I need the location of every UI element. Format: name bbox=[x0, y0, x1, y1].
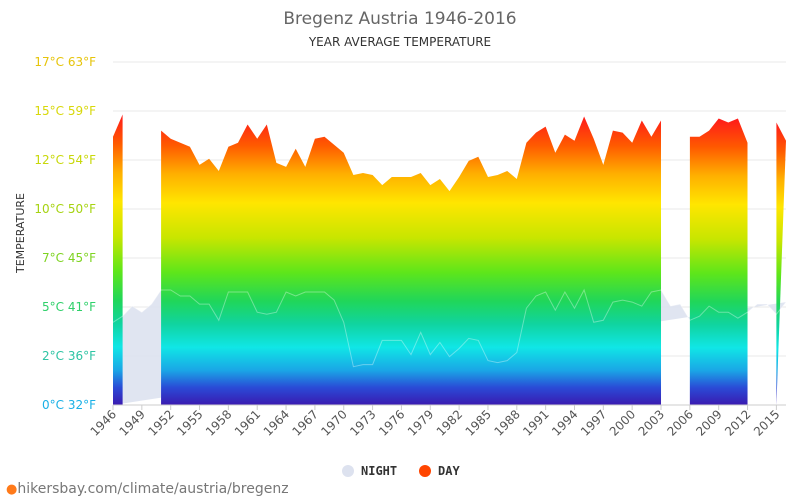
y-tick-label: 5°C 41°F bbox=[42, 300, 96, 314]
x-axis-ticks: 1946194919521955195819611964196719701973… bbox=[88, 404, 786, 439]
x-tick-label: 1964 bbox=[261, 407, 292, 438]
legend-night-label: NIGHT bbox=[361, 464, 397, 478]
x-tick-label: 2009 bbox=[693, 407, 724, 438]
source-link[interactable]: ●hikersbay.com/climate/austria/bregenz bbox=[6, 481, 289, 497]
x-tick-label: 2000 bbox=[607, 407, 638, 438]
day-area bbox=[776, 122, 786, 405]
x-tick-label: 1976 bbox=[376, 407, 407, 438]
x-tick-label: 2003 bbox=[636, 407, 667, 438]
day-series bbox=[113, 114, 786, 405]
legend-night-marker bbox=[342, 465, 354, 477]
y-axis-ticks: 0°C 32°F 2°C 36°F 5°C 41°F 7°C 45°F 10°C 50°… bbox=[34, 55, 96, 412]
x-tick-label: 1967 bbox=[290, 407, 321, 438]
day-area bbox=[689, 118, 748, 405]
x-tick-label: 1949 bbox=[116, 407, 147, 438]
chart-subtitle: YEAR AVERAGE TEMPERATURE bbox=[308, 35, 491, 49]
x-tick-label: 1955 bbox=[174, 407, 205, 438]
x-tick-label: 1991 bbox=[520, 407, 551, 438]
x-tick-label: 2012 bbox=[722, 407, 753, 438]
map-pin-icon: ● bbox=[6, 482, 18, 497]
y-tick-label: 12°C 54°F bbox=[34, 153, 96, 167]
x-tick-label: 1982 bbox=[434, 407, 465, 438]
x-tick-label: 1958 bbox=[203, 407, 234, 438]
y-axis-label: TEMPERATURE bbox=[14, 193, 27, 274]
y-tick-label: 2°C 36°F bbox=[42, 349, 96, 363]
x-tick-label: 2006 bbox=[664, 407, 695, 438]
x-tick-label: 2015 bbox=[751, 407, 782, 438]
y-tick-label: 10°C 50°F bbox=[34, 202, 96, 216]
night-line bbox=[112, 288, 787, 368]
x-tick-label: 1985 bbox=[463, 407, 494, 438]
x-tick-label: 1973 bbox=[347, 407, 378, 438]
x-tick-label: 1952 bbox=[145, 407, 176, 438]
chart-title: Bregenz Austria 1946-2016 bbox=[283, 9, 516, 29]
legend: NIGHT DAY bbox=[342, 464, 460, 478]
y-tick-label: 15°C 59°F bbox=[34, 104, 96, 118]
legend-day-marker bbox=[419, 465, 431, 477]
x-tick-label: 1961 bbox=[232, 407, 263, 438]
x-tick-label: 1994 bbox=[549, 407, 580, 438]
legend-day-label: DAY bbox=[438, 464, 460, 478]
x-tick-label: 1970 bbox=[318, 407, 349, 438]
x-tick-label: 1988 bbox=[491, 407, 522, 438]
x-tick-label: 1979 bbox=[405, 407, 436, 438]
day-area bbox=[161, 116, 662, 405]
day-area bbox=[113, 114, 123, 405]
y-tick-label: 0°C 32°F bbox=[42, 398, 96, 412]
x-tick-label: 1997 bbox=[578, 407, 609, 438]
plot-area bbox=[112, 114, 787, 405]
y-tick-label: 7°C 45°F bbox=[42, 251, 96, 265]
source-text: hikersbay.com/climate/austria/bregenz bbox=[17, 481, 289, 497]
y-tick-label: 17°C 63°F bbox=[34, 55, 96, 69]
